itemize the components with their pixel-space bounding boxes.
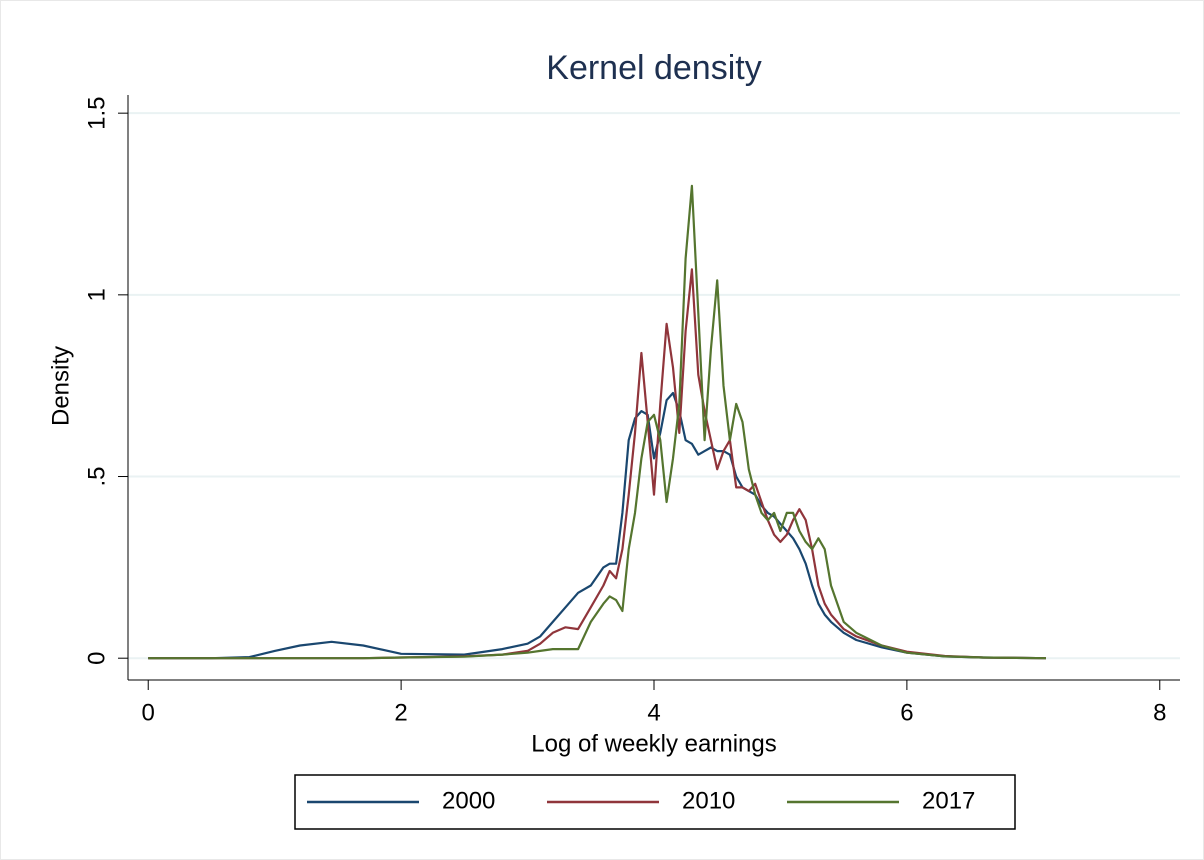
y-axis-label: Density bbox=[47, 346, 74, 426]
x-tick-label: 6 bbox=[900, 699, 913, 726]
x-tick-label: 0 bbox=[142, 699, 155, 726]
y-tick-label: 0 bbox=[83, 652, 110, 665]
legend-label: 2017 bbox=[922, 787, 975, 814]
x-tick-label: 4 bbox=[647, 699, 660, 726]
y-tick-label: 1.5 bbox=[83, 96, 110, 129]
series-line bbox=[148, 268, 1047, 660]
x-tick-label: 2 bbox=[394, 699, 407, 726]
series-line bbox=[148, 184, 1047, 660]
x-tick-label: 8 bbox=[1153, 699, 1166, 726]
y-tick-label: 1 bbox=[83, 288, 110, 301]
chart-title: Kernel density bbox=[546, 49, 761, 87]
y-tick-label: .5 bbox=[83, 467, 110, 487]
legend-label: 2010 bbox=[682, 787, 735, 814]
x-axis-label: Log of weekly earnings bbox=[531, 730, 776, 757]
legend-label: 2000 bbox=[442, 787, 495, 814]
series-line bbox=[148, 391, 1047, 660]
